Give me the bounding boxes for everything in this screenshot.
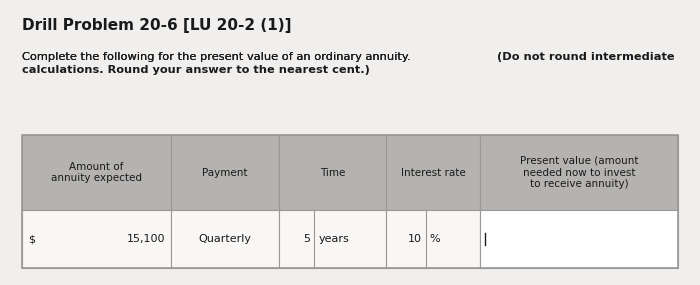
- Text: 5: 5: [303, 234, 310, 244]
- Bar: [279, 210, 386, 268]
- Text: Complete the following for the present value of an ordinary annuity.: Complete the following for the present v…: [22, 52, 414, 62]
- Text: Drill Problem 20-6 [LU 20-2 (1)]: Drill Problem 20-6 [LU 20-2 (1)]: [22, 18, 291, 33]
- Text: calculations. Round your answer to the nearest cent.): calculations. Round your answer to the n…: [22, 65, 370, 75]
- Text: %: %: [430, 234, 440, 244]
- Text: Complete the following for the present value of an ordinary annuity.: Complete the following for the present v…: [22, 52, 414, 62]
- Text: years: years: [318, 234, 349, 244]
- Bar: [22, 210, 171, 268]
- Bar: [279, 135, 386, 210]
- Bar: [22, 135, 171, 210]
- Bar: [172, 135, 279, 210]
- Bar: [480, 135, 678, 210]
- Text: Time: Time: [320, 168, 345, 178]
- Bar: [386, 210, 480, 268]
- Bar: [22, 135, 678, 268]
- Text: Complete the following for the present value of an ordinary annuity.: Complete the following for the present v…: [22, 52, 414, 62]
- Text: $: $: [28, 234, 35, 244]
- Bar: [386, 135, 480, 210]
- Text: Interest rate: Interest rate: [401, 168, 466, 178]
- Text: 15,100: 15,100: [127, 234, 165, 244]
- Text: Amount of
annuity expected: Amount of annuity expected: [51, 162, 142, 183]
- Text: Present value (amount
needed now to invest
to receive annuity): Present value (amount needed now to inve…: [520, 156, 638, 189]
- Bar: [480, 210, 678, 268]
- Text: (Do not round intermediate: (Do not round intermediate: [497, 52, 674, 62]
- Text: Quarterly: Quarterly: [199, 234, 251, 244]
- Text: 10: 10: [408, 234, 422, 244]
- Bar: [172, 210, 279, 268]
- Text: Payment: Payment: [202, 168, 248, 178]
- Text: Complete the following for the present value of an ordinary annuity. ​: Complete the following for the present v…: [22, 52, 414, 62]
